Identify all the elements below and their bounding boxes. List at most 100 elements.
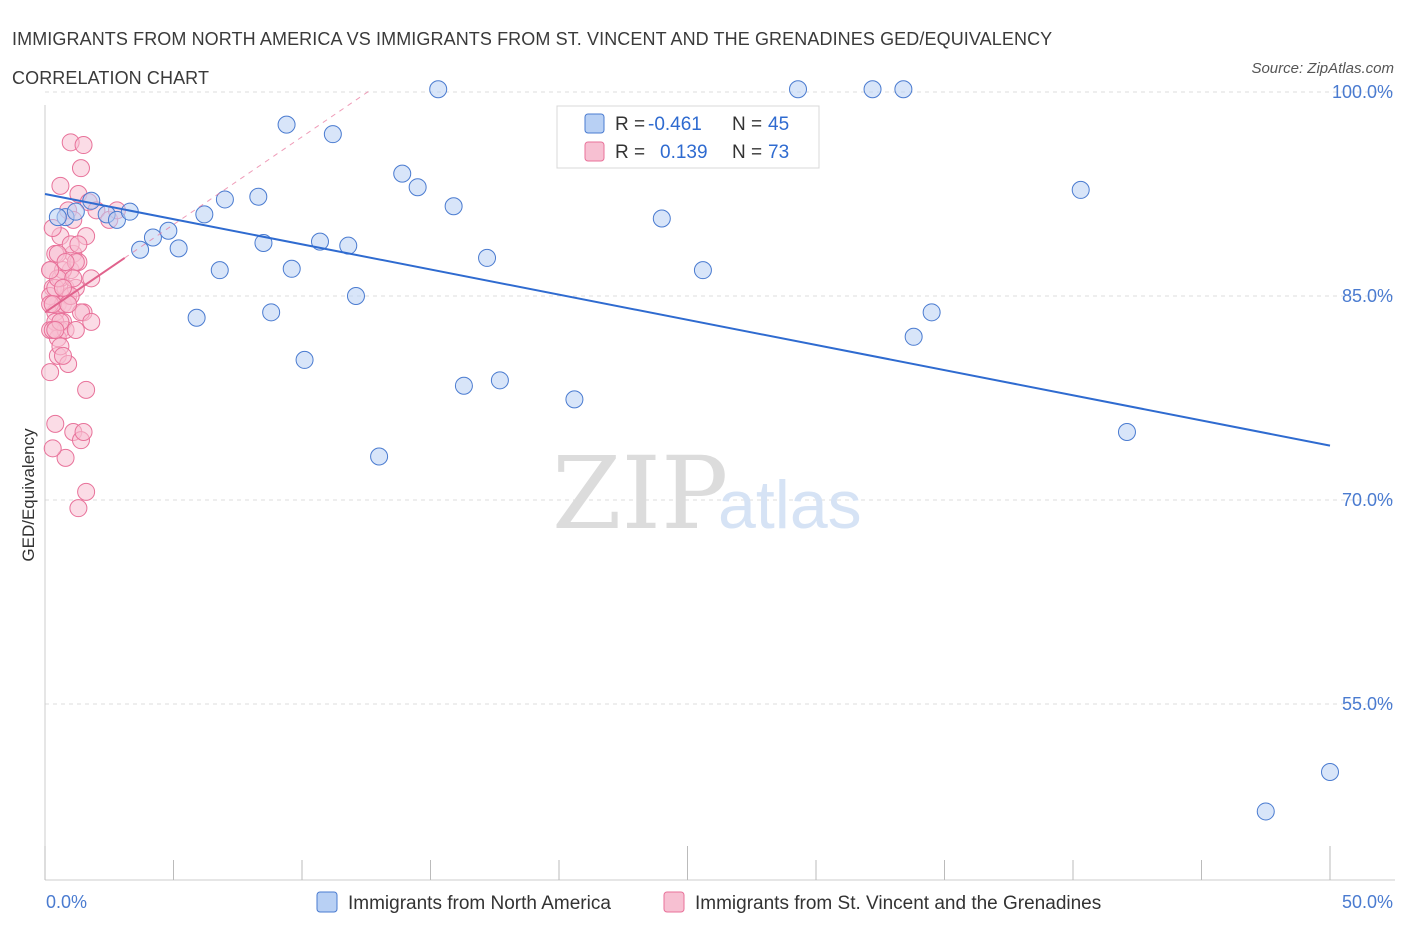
blue-point-31 — [490, 371, 509, 390]
pink-point-59 — [82, 312, 101, 331]
pink-point-29 — [51, 176, 70, 195]
blue-point-19 — [295, 350, 314, 369]
trend-line-north-america — [44, 193, 1331, 447]
series-legend-swatch-blue — [316, 891, 338, 913]
blue-point-40 — [1071, 180, 1090, 199]
blue-point-29 — [454, 376, 473, 395]
pink-point-54 — [56, 448, 75, 467]
pink-point-32 — [74, 136, 93, 155]
blue-point-17 — [277, 115, 296, 134]
trend-line-st-vincent — [44, 257, 126, 314]
y-tick-label-2: 70.0% — [1342, 490, 1393, 510]
legend-r-value-1: -0.461 — [648, 114, 702, 135]
blue-point-20 — [310, 232, 329, 251]
pink-point-53 — [77, 380, 96, 399]
blue-point-2 — [82, 191, 101, 210]
y-tick-label-0: 100.0% — [1332, 82, 1393, 102]
series-north-america-points — [48, 80, 1339, 821]
trend-line-st-vincent-extension — [124, 89, 372, 259]
legend-r-label-2: R = — [615, 142, 645, 163]
trend-lines — [44, 89, 1331, 447]
pink-point-58 — [43, 439, 62, 458]
blue-point-18 — [282, 259, 301, 278]
series-legend-label-blue: Immigrants from North America — [348, 893, 611, 914]
x-axis-ticks — [44, 846, 1331, 880]
blue-point-7 — [143, 228, 162, 247]
x-tick-label-0: 0.0% — [46, 892, 87, 912]
series-legend-label-pink: Immigrants from St. Vincent and the Gren… — [695, 893, 1101, 914]
stats-legend: R = -0.461 N = 45 R = 0.139 N = 73 — [556, 105, 820, 169]
legend-n-label-2: N = — [732, 142, 762, 163]
blue-point-23 — [346, 287, 365, 305]
pink-point-68 — [46, 321, 65, 339]
blue-point-21 — [323, 125, 342, 144]
blue-point-13 — [215, 190, 234, 209]
pink-point-66 — [56, 253, 75, 271]
y-tick-label-1: 85.0% — [1342, 286, 1393, 306]
blue-point-37 — [894, 80, 913, 99]
x-tick-label-1: 50.0% — [1342, 892, 1393, 912]
blue-point-16 — [262, 303, 281, 322]
blue-point-38 — [904, 327, 923, 346]
legend-n-value-2: 73 — [768, 142, 789, 163]
pink-point-50 — [46, 414, 65, 433]
chart-title: IMMIGRANTS FROM NORTH AMERICA VS IMMIGRA… — [12, 29, 1052, 88]
pink-point-55 — [77, 482, 96, 501]
legend-swatch-pink — [584, 141, 605, 162]
y-axis-title: GED/Equivalency — [19, 428, 38, 562]
blue-point-25 — [393, 164, 412, 183]
blue-point-12 — [210, 261, 229, 280]
x-axis-tick-labels: 0.0% 50.0% — [46, 892, 1393, 912]
pink-point-56 — [69, 499, 88, 518]
blue-point-14 — [249, 187, 268, 206]
blue-point-1 — [66, 202, 85, 221]
pink-point-61 — [53, 346, 72, 365]
blue-point-30 — [478, 248, 497, 267]
pink-point-70 — [59, 295, 78, 314]
blue-point-44 — [48, 208, 67, 227]
blue-point-27 — [429, 80, 448, 99]
series-legend: Immigrants from North America Immigrants… — [316, 891, 1101, 914]
blue-point-26 — [408, 178, 427, 197]
gridlines — [44, 91, 1395, 881]
blue-point-36 — [863, 80, 882, 99]
pink-point-67 — [69, 235, 88, 254]
blue-point-43 — [1321, 763, 1339, 781]
watermark: ZIP atlas — [552, 435, 862, 552]
y-axis-tick-labels: 100.0% 85.0% 70.0% 55.0% — [1332, 82, 1393, 714]
blue-point-11 — [195, 205, 214, 224]
blue-point-24 — [370, 447, 389, 466]
series-legend-swatch-pink — [663, 891, 685, 913]
blue-point-33 — [652, 209, 671, 228]
blue-point-4 — [107, 210, 126, 229]
blue-point-39 — [922, 303, 941, 322]
pink-point-31 — [71, 159, 90, 178]
watermark-zip: ZIP — [552, 435, 728, 552]
blue-point-34 — [693, 261, 712, 280]
pink-point-72 — [53, 278, 72, 297]
blue-point-41 — [1117, 423, 1136, 441]
blue-point-32 — [565, 390, 584, 409]
pink-point-71 — [41, 261, 60, 280]
y-tick-label-3: 55.0% — [1342, 694, 1393, 714]
blue-point-9 — [169, 239, 188, 258]
legend-r-label-1: R = — [615, 114, 645, 135]
pink-point-60 — [66, 321, 85, 339]
blue-point-8 — [159, 221, 178, 240]
legend-swatch-blue — [584, 113, 605, 134]
legend-n-value-1: 45 — [768, 114, 789, 135]
watermark-atlas: atlas — [718, 467, 862, 543]
blue-point-28 — [444, 197, 463, 216]
blue-point-35 — [789, 80, 808, 99]
legend-n-label-1: N = — [732, 114, 762, 135]
blue-point-42 — [1256, 802, 1275, 821]
blue-point-6 — [131, 240, 150, 259]
blue-point-10 — [187, 308, 206, 327]
blue-point-15 — [254, 233, 273, 252]
source-credit: Source: ZipAtlas.com — [1251, 60, 1394, 77]
pink-point-49 — [41, 363, 60, 382]
legend-r-value-2: 0.139 — [660, 142, 708, 163]
series-st-vincent-points — [41, 133, 126, 518]
pink-point-57 — [74, 423, 93, 441]
